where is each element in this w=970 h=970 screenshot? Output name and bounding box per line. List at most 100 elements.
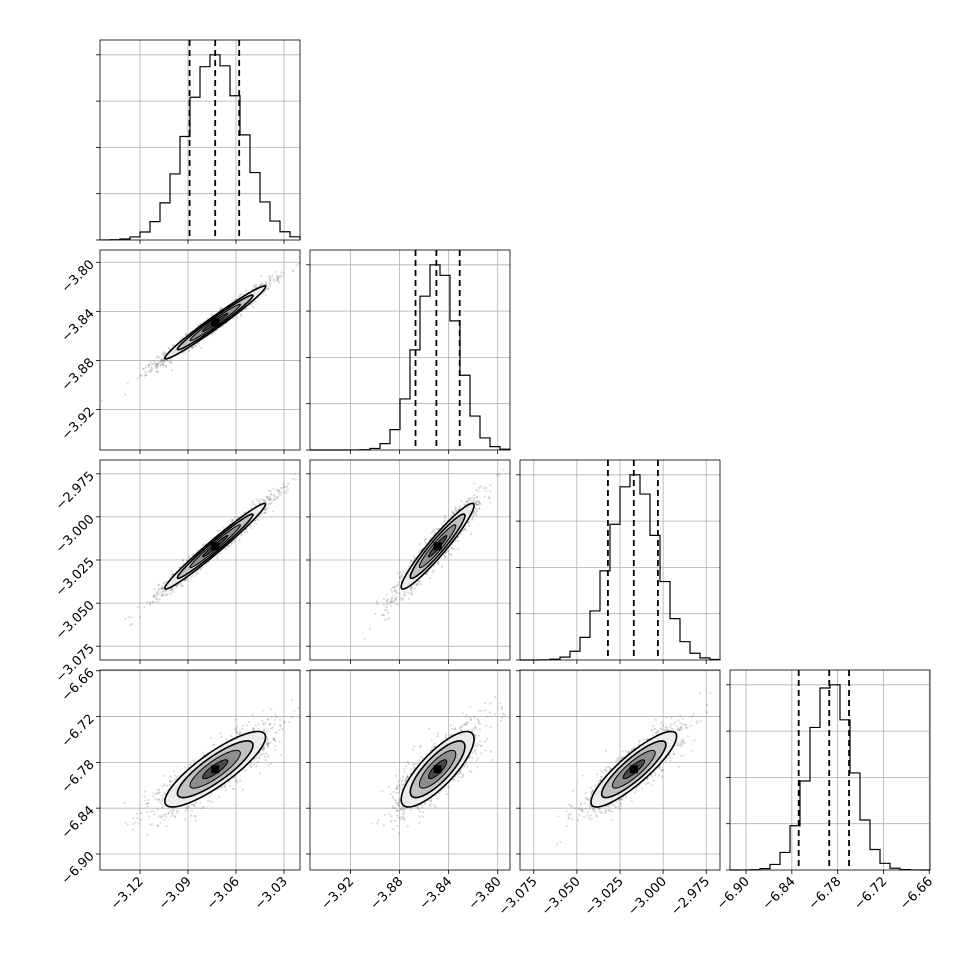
sample-point [266,754,269,757]
sample-point [192,574,195,578]
sample-point [148,363,151,366]
sample-point [270,492,273,495]
sample-point [152,596,156,599]
sample-point [160,591,163,594]
sample-point [169,809,172,812]
sample-point [218,529,221,532]
sample-point [388,617,391,620]
sample-point [396,603,399,606]
sample-point [272,510,275,513]
sample-point [162,364,165,367]
sample-point [454,506,457,509]
sample-point [158,356,161,359]
sample-point [245,724,248,727]
sample-point [169,592,172,595]
sample-point [390,590,393,593]
sample-point [160,587,163,590]
sample-point [156,363,159,366]
sample-point [292,270,295,273]
sample-point [151,823,154,826]
sample-point [260,498,263,501]
sample-point [382,598,385,601]
sample-point [216,556,219,560]
sample-point [256,285,259,288]
sample-point [124,617,127,620]
sample-point [145,370,148,373]
sample-point [466,501,469,504]
sample-point [185,332,188,335]
sample-point [255,522,258,525]
sample-point [158,598,161,601]
sample-point [489,501,492,504]
sample-point [159,364,162,368]
sample-point [253,285,257,288]
sample-point [155,356,158,359]
sample-point [281,486,284,489]
sample-point [245,769,248,772]
sample-point [147,365,150,368]
sample-point [261,709,264,712]
sample-point [159,360,163,363]
sample-point [398,577,401,580]
sample-point [176,811,179,814]
sample-point [234,718,237,721]
sample-point [432,569,435,572]
sample-point [399,571,402,574]
histogram-bars [519,474,721,661]
sample-point [210,736,213,739]
sample-point [279,494,282,497]
sample-point [158,360,161,363]
sample-point [164,352,167,355]
sample-point [239,314,242,317]
sample-point [146,364,150,367]
sample-point [380,613,383,616]
sample-point [163,359,166,362]
sample-point [202,751,205,754]
sample-point [468,524,471,528]
sample-point [220,735,223,738]
sample-point [249,525,252,528]
sample-point [484,490,487,493]
sample-point [382,603,385,607]
sample-point [396,572,400,575]
sample-point [264,511,267,514]
sample-point [275,279,278,282]
sample-point [156,824,159,827]
sample-point [398,592,401,595]
sample-point [254,519,257,523]
sample-point [250,304,253,307]
sample-point [182,558,185,561]
sample-point [159,363,162,366]
sample-point [196,571,199,575]
sample-point [136,605,139,608]
panel-frame [309,249,511,451]
sample-point [472,514,475,518]
sample-point [169,358,172,361]
sample-point [202,566,205,569]
sample-point [170,588,173,591]
sample-point [148,370,151,373]
sample-point [146,601,149,604]
sample-point [206,317,209,320]
sample-point [163,774,166,778]
sample-point [155,364,158,368]
sample-point [139,615,142,619]
sample-point [407,597,411,600]
sample-point [482,487,485,490]
sample-point [407,565,410,568]
sample-point [244,289,247,292]
sample-point [228,544,231,547]
sample-point [185,333,188,336]
sample-point [385,593,388,596]
sample-point [271,274,274,277]
sample-point [199,346,203,350]
sample-point [143,374,146,377]
sample-point [403,591,406,594]
histogram-panel-3 [516,459,721,661]
sample-point [269,497,272,500]
sample-point [272,498,276,501]
sample-point [129,623,132,627]
sample-point [259,284,262,287]
sample-point [145,366,148,369]
sample-point [219,307,222,310]
